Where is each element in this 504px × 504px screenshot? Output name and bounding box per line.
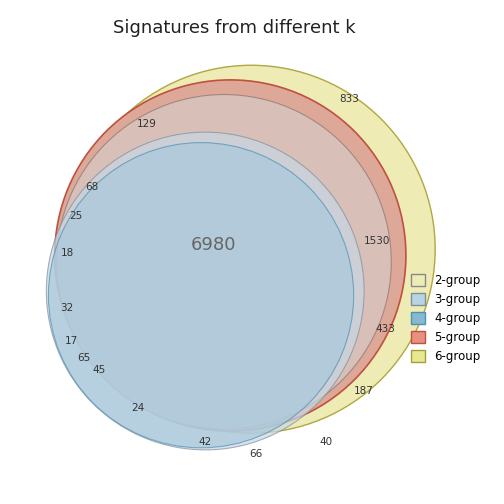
Text: 40: 40 bbox=[320, 436, 333, 447]
Text: 18: 18 bbox=[60, 248, 74, 259]
Text: 25: 25 bbox=[69, 211, 82, 221]
Title: Signatures from different k: Signatures from different k bbox=[113, 19, 356, 37]
Text: 187: 187 bbox=[354, 387, 374, 396]
Text: 65: 65 bbox=[77, 353, 91, 363]
Circle shape bbox=[48, 143, 354, 448]
Text: 32: 32 bbox=[60, 303, 74, 313]
Text: 129: 129 bbox=[137, 119, 157, 129]
Text: 66: 66 bbox=[249, 449, 262, 459]
Text: 433: 433 bbox=[375, 324, 395, 334]
Text: 833: 833 bbox=[340, 94, 359, 104]
Text: 45: 45 bbox=[92, 365, 105, 375]
Circle shape bbox=[57, 95, 391, 429]
Circle shape bbox=[67, 65, 435, 433]
Circle shape bbox=[55, 80, 406, 431]
Text: 17: 17 bbox=[65, 336, 78, 346]
Text: 6980: 6980 bbox=[191, 236, 236, 254]
Legend: 2-group, 3-group, 4-group, 5-group, 6-group: 2-group, 3-group, 4-group, 5-group, 6-gr… bbox=[407, 271, 484, 366]
Text: 1530: 1530 bbox=[363, 236, 390, 246]
Text: 42: 42 bbox=[199, 436, 212, 447]
Circle shape bbox=[46, 132, 364, 450]
Text: 24: 24 bbox=[132, 403, 145, 413]
Text: 68: 68 bbox=[86, 181, 99, 192]
